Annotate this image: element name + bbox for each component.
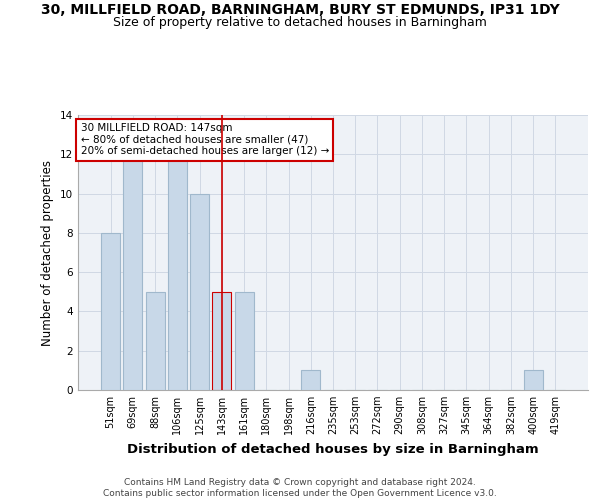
Y-axis label: Number of detached properties: Number of detached properties bbox=[41, 160, 55, 346]
Text: Size of property relative to detached houses in Barningham: Size of property relative to detached ho… bbox=[113, 16, 487, 29]
Bar bbox=[168, 154, 187, 390]
Text: 30 MILLFIELD ROAD: 147sqm
← 80% of detached houses are smaller (47)
20% of semi-: 30 MILLFIELD ROAD: 147sqm ← 80% of detac… bbox=[80, 123, 329, 156]
Bar bbox=[190, 194, 209, 390]
Bar bbox=[212, 292, 231, 390]
Bar bbox=[146, 292, 164, 390]
Bar bbox=[524, 370, 542, 390]
Text: 30, MILLFIELD ROAD, BARNINGHAM, BURY ST EDMUNDS, IP31 1DY: 30, MILLFIELD ROAD, BARNINGHAM, BURY ST … bbox=[41, 2, 559, 16]
Bar bbox=[101, 233, 120, 390]
Bar bbox=[124, 154, 142, 390]
Bar bbox=[301, 370, 320, 390]
Text: Distribution of detached houses by size in Barningham: Distribution of detached houses by size … bbox=[127, 442, 539, 456]
Bar bbox=[235, 292, 254, 390]
Text: Contains HM Land Registry data © Crown copyright and database right 2024.
Contai: Contains HM Land Registry data © Crown c… bbox=[103, 478, 497, 498]
